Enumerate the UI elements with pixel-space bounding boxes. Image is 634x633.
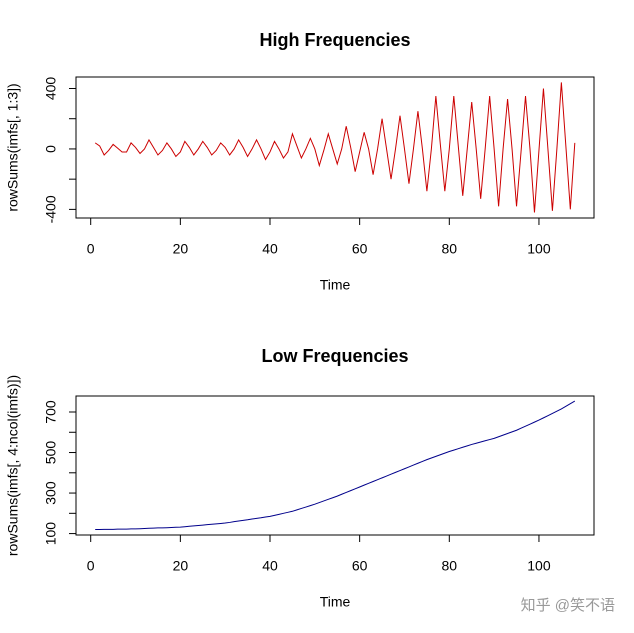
y-axis-label: rowSums(imfs[, 4:ncol(imfs)])	[5, 375, 21, 556]
y-axis-label: rowSums(imfs[, 1:3])	[5, 83, 21, 211]
x-axis-label: Time	[320, 594, 351, 610]
y-tick-label: 700	[43, 400, 59, 424]
x-tick-label: 100	[527, 558, 551, 574]
x-tick-label: 80	[442, 241, 458, 257]
y-tick-label: 0	[43, 145, 59, 153]
x-tick-label: 20	[173, 241, 189, 257]
y-tick-label: 300	[43, 481, 59, 505]
x-axis-label: Time	[320, 277, 351, 293]
y-tick-label: -400	[43, 195, 59, 223]
chart-title: Low Frequencies	[261, 346, 408, 366]
y-tick-label: 100	[43, 522, 59, 546]
x-tick-label: 0	[87, 558, 95, 574]
x-tick-label: 0	[87, 241, 95, 257]
x-tick-label: 100	[527, 241, 551, 257]
chart-title: High Frequencies	[259, 30, 410, 50]
y-tick-label: 500	[43, 441, 59, 465]
data-line	[95, 400, 576, 531]
x-tick-label: 40	[262, 558, 278, 574]
x-tick-label: 60	[352, 558, 368, 574]
x-tick-label: 20	[173, 558, 189, 574]
y-tick-label: 400	[43, 77, 59, 101]
x-tick-label: 80	[442, 558, 458, 574]
data-line	[94, 82, 576, 213]
watermark: 知乎 @笑不语	[521, 597, 615, 614]
x-tick-label: 60	[352, 241, 368, 257]
x-tick-label: 40	[262, 241, 278, 257]
